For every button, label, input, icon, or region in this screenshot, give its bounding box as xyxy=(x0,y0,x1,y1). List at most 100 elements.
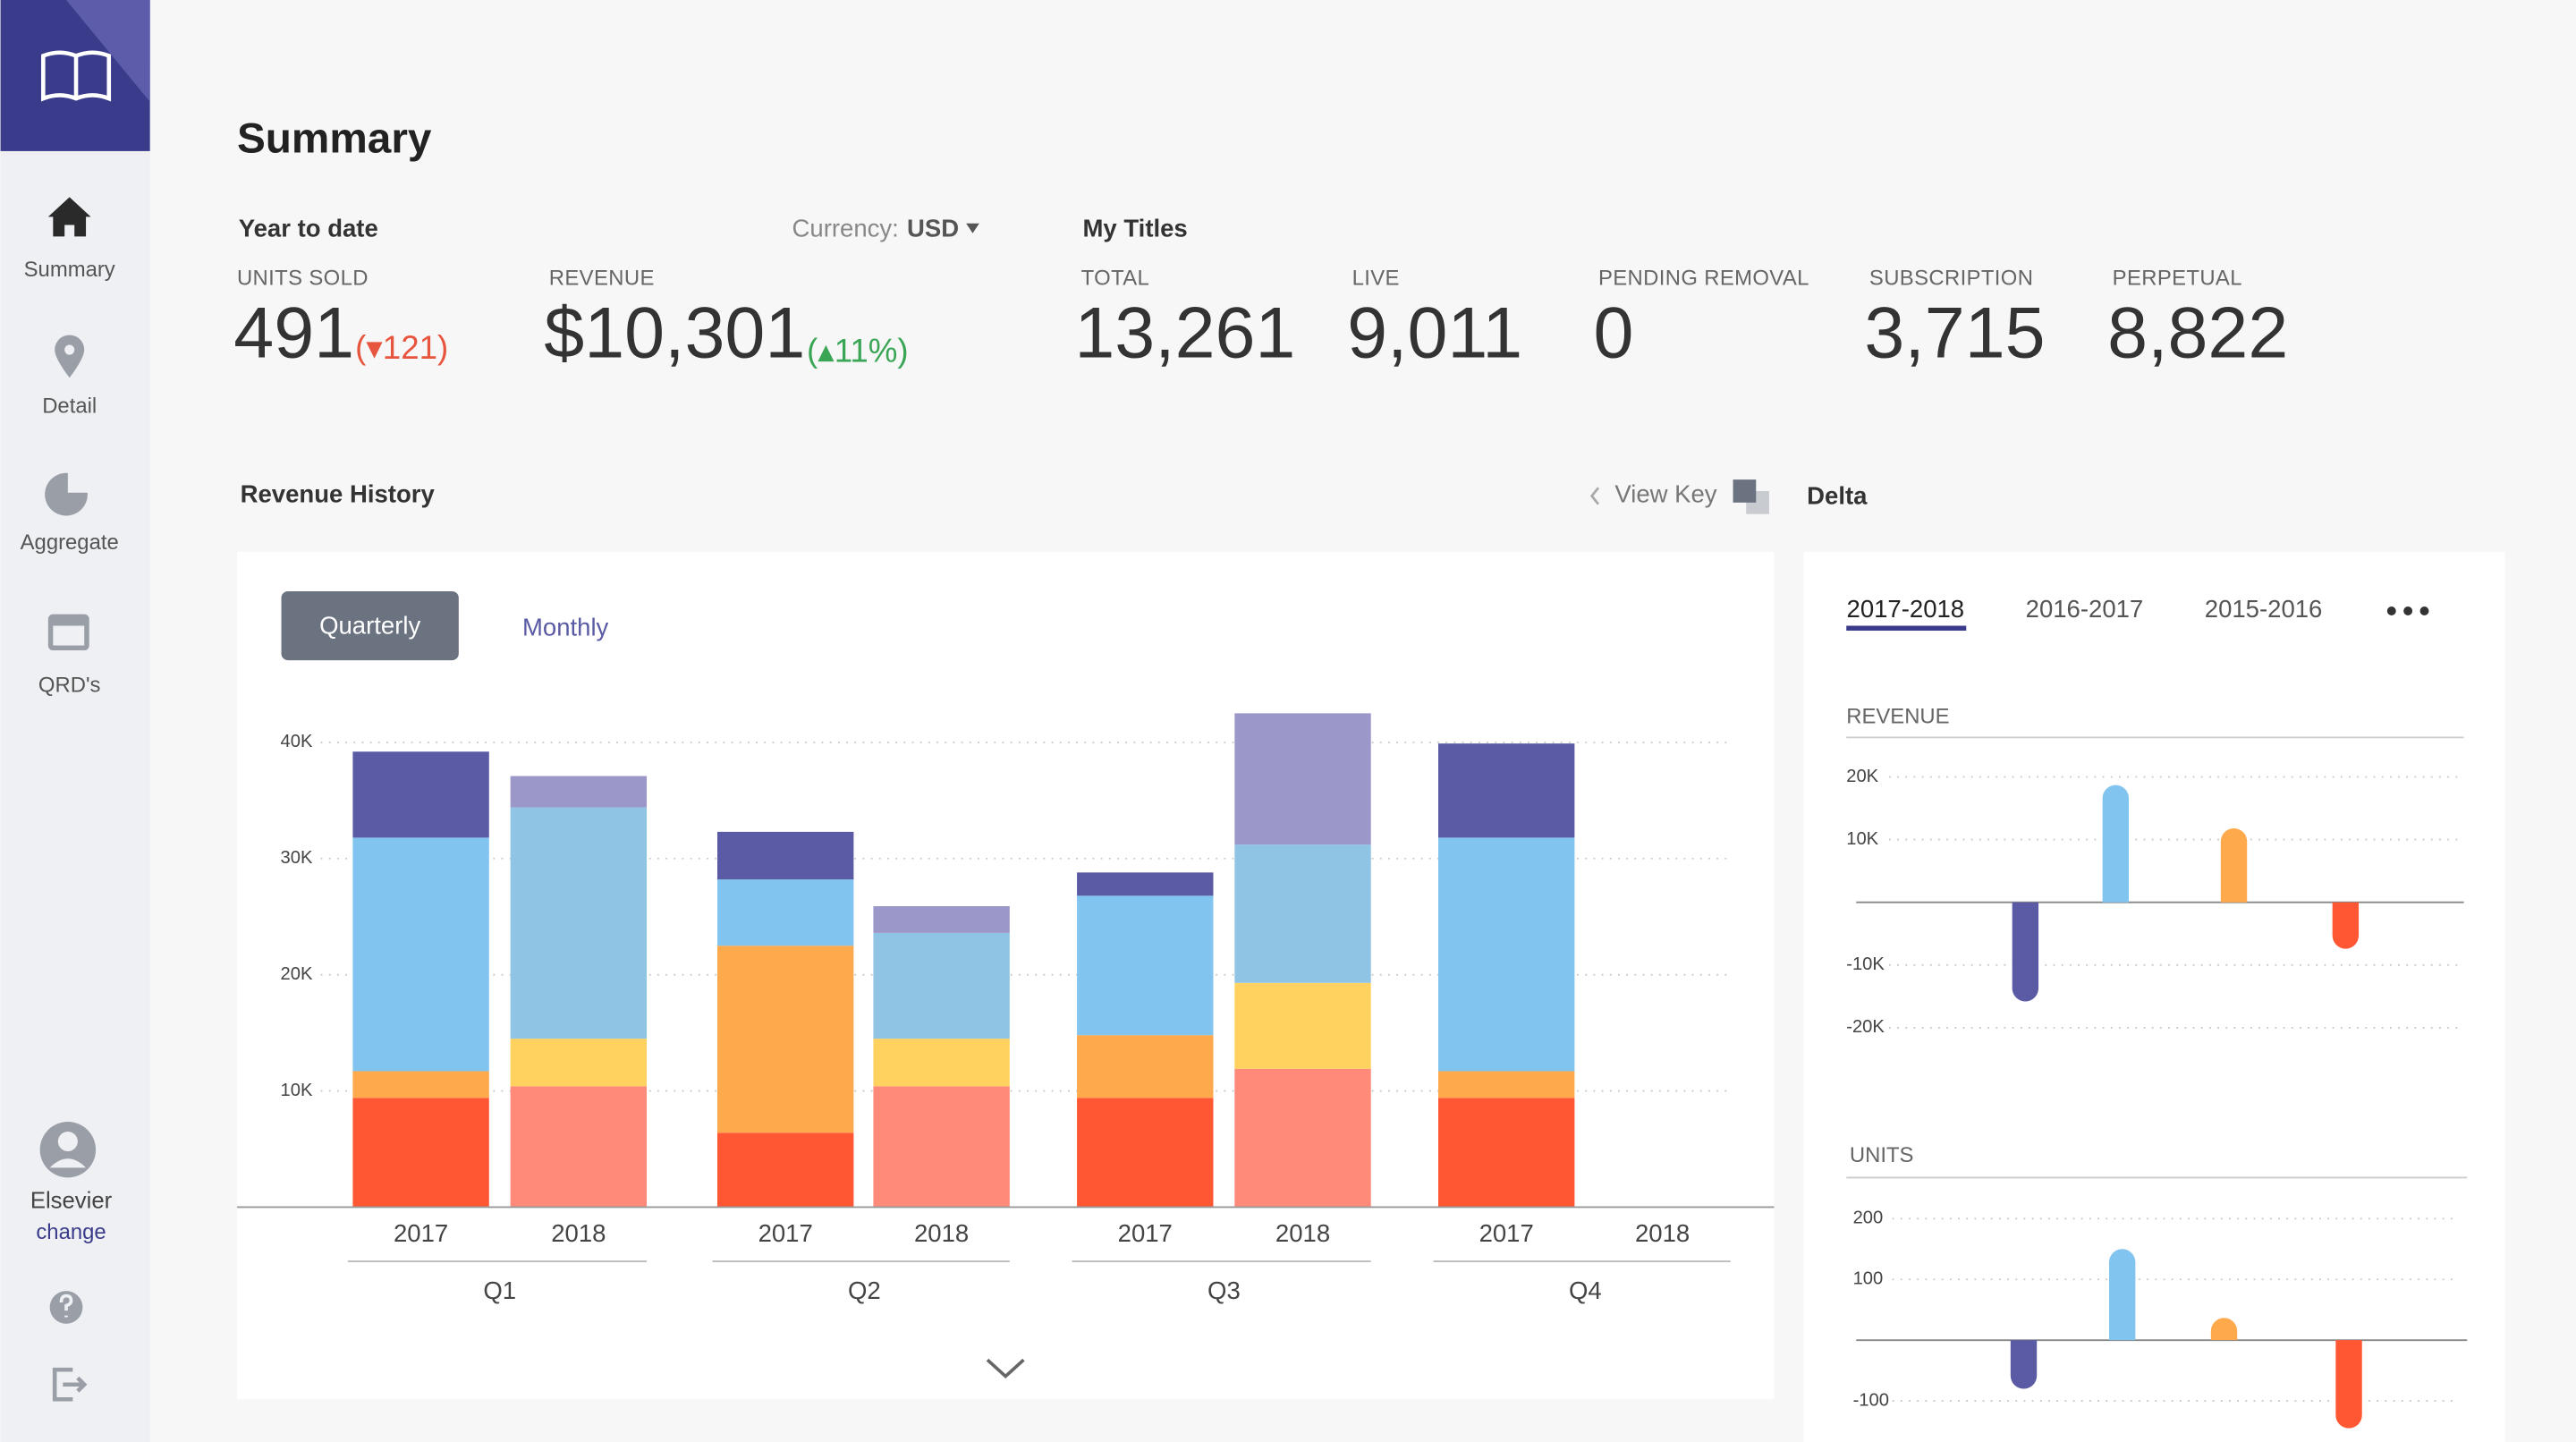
bar-segment xyxy=(510,776,648,808)
y-tick-label: 20K xyxy=(280,964,312,984)
bar-segment xyxy=(716,1132,854,1208)
x-tick-label: 2018 xyxy=(1275,1219,1330,1247)
stat-label: SUBSCRIPTION xyxy=(1869,266,2033,290)
chart-title: UNITS xyxy=(1850,1143,1914,1167)
calendar-page xyxy=(53,625,85,646)
bar-segment xyxy=(716,831,854,880)
group-label: Q2 xyxy=(848,1277,881,1304)
nav-aggregate[interactable]: Aggregate xyxy=(21,530,119,555)
bar-segment xyxy=(1437,743,1575,838)
stat-label: TOTAL xyxy=(1081,266,1150,290)
more-dot[interactable] xyxy=(2403,606,2413,615)
logo-icon xyxy=(41,50,112,102)
stat-value: 491 xyxy=(233,293,354,374)
more-dot[interactable] xyxy=(2419,606,2429,615)
bar-segment xyxy=(510,1086,648,1208)
help-mark xyxy=(59,1294,73,1318)
x-tick-label: 2017 xyxy=(1118,1219,1173,1247)
stat-value: 3,715 xyxy=(1864,293,2045,374)
group-label: Q3 xyxy=(1208,1277,1241,1304)
y-tick-label: -20K xyxy=(1846,1017,1885,1037)
stat-label: PENDING REMOVAL xyxy=(1598,266,1809,290)
bar-segment xyxy=(1077,1098,1214,1208)
bar-segment xyxy=(1234,844,1371,983)
change-link[interactable]: change xyxy=(36,1220,106,1244)
chevron-left[interactable] xyxy=(1589,487,1600,505)
delta-tab[interactable]: 2015-2016 xyxy=(2205,595,2323,623)
bar-segment xyxy=(873,1086,1010,1208)
currency-caret[interactable] xyxy=(966,223,979,233)
pin-icon[interactable] xyxy=(55,335,85,378)
pie-slice xyxy=(67,471,89,493)
bar-segment xyxy=(1234,1068,1371,1208)
x-tick-label: 2017 xyxy=(758,1219,813,1247)
x-tick-label: 2018 xyxy=(914,1219,969,1247)
stat-value: 8,822 xyxy=(2107,293,2288,374)
bar-segment xyxy=(873,932,1010,1039)
bar xyxy=(2332,902,2360,949)
home-icon[interactable] xyxy=(47,197,91,237)
section-title: Delta xyxy=(1807,482,1868,510)
bar-segment xyxy=(716,879,854,946)
logout-icon[interactable] xyxy=(52,1367,88,1402)
stat-label: LIVE xyxy=(1352,266,1400,290)
nav-qrds[interactable]: QRD's xyxy=(38,674,101,698)
more-dot[interactable] xyxy=(2386,606,2396,615)
section-title: Year to date xyxy=(239,214,378,242)
nav-summary[interactable]: Summary xyxy=(24,258,115,282)
stat-label: UNITS SOLD xyxy=(237,266,369,290)
tab-monthly[interactable]: Monthly xyxy=(522,613,609,640)
bar-segment xyxy=(510,807,648,1039)
delta-tab[interactable]: 2016-2017 xyxy=(2026,595,2144,623)
y-tick-label: 40K xyxy=(280,732,312,751)
x-tick-label: 2018 xyxy=(1635,1219,1690,1247)
bar-segment xyxy=(873,1039,1010,1087)
expand-chevron[interactable] xyxy=(986,1358,1025,1379)
x-tick-label: 2018 xyxy=(551,1219,606,1247)
key-icon-front[interactable] xyxy=(1733,479,1757,503)
y-tick-label: 20K xyxy=(1846,767,1878,786)
bar-segment xyxy=(1077,872,1214,896)
bar-segment xyxy=(1234,982,1371,1069)
delta-card xyxy=(1803,551,2505,1442)
stat-label: REVENUE xyxy=(549,266,655,290)
avatar-head xyxy=(57,1131,78,1152)
bar-segment xyxy=(352,751,489,838)
bar-segment xyxy=(352,1071,489,1098)
stat-value: 0 xyxy=(1593,293,1633,374)
view-key[interactable]: View Key xyxy=(1614,480,1716,508)
bar-segment xyxy=(1437,837,1575,1072)
bar xyxy=(2335,1340,2362,1429)
stat-label: PERPETUAL xyxy=(2113,266,2242,290)
bar xyxy=(2010,1340,2038,1389)
bar-segment xyxy=(1437,1071,1575,1098)
bar-segment xyxy=(1077,895,1214,1036)
bar xyxy=(2012,902,2039,1002)
group-label: Q4 xyxy=(1569,1277,1602,1304)
user-name: Elsevier xyxy=(30,1189,113,1214)
bar xyxy=(2210,1318,2238,1341)
stat-delta: (▾121) xyxy=(355,329,448,366)
delta-tab[interactable]: 2017-2018 xyxy=(1847,595,1965,623)
y-tick-label: 100 xyxy=(1853,1269,1884,1289)
y-tick-label: -100 xyxy=(1853,1390,1889,1410)
y-tick-label: -10K xyxy=(1846,954,1885,974)
chart-title: REVENUE xyxy=(1846,705,1949,729)
y-tick-label: 10K xyxy=(280,1081,312,1100)
bar-segment xyxy=(352,1098,489,1208)
bar-segment xyxy=(1077,1035,1214,1098)
bar-segment xyxy=(1437,1098,1575,1208)
bar-segment xyxy=(352,837,489,1072)
tab-underline xyxy=(1846,625,1967,632)
nav-detail[interactable]: Detail xyxy=(42,394,97,419)
page-title: Summary xyxy=(237,115,432,163)
bar-segment xyxy=(716,946,854,1133)
avatar-body xyxy=(49,1158,87,1168)
tab-active[interactable] xyxy=(281,590,459,661)
tab-quarterly[interactable]: Quarterly xyxy=(319,612,420,640)
stat-delta: (▴11%) xyxy=(807,332,909,369)
currency-label: Currency: xyxy=(792,214,899,242)
currency-value[interactable]: USD xyxy=(907,214,959,242)
stat-value: $10,301 xyxy=(544,293,805,374)
